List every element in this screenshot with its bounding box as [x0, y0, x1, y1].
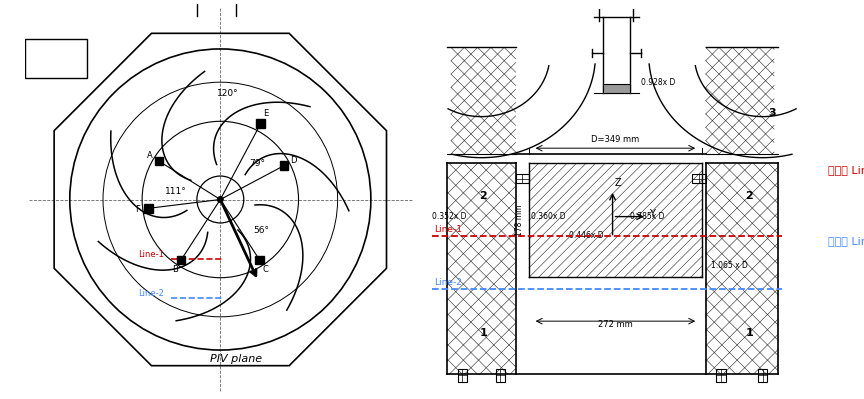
- Bar: [758, 369, 767, 382]
- Bar: [603, 83, 630, 93]
- Bar: [144, 204, 153, 213]
- Circle shape: [217, 196, 224, 203]
- Text: 3: 3: [768, 108, 776, 118]
- Text: C: C: [263, 265, 269, 274]
- Text: 79°: 79°: [250, 159, 265, 168]
- Text: 0.352x D: 0.352x D: [432, 211, 467, 221]
- Text: 120°: 120°: [218, 89, 239, 98]
- Text: A: A: [147, 151, 153, 160]
- Text: Line-1: Line-1: [434, 225, 462, 234]
- Text: 2: 2: [480, 192, 487, 201]
- Text: PIV plane: PIV plane: [210, 354, 262, 364]
- Text: 1: 1: [746, 328, 753, 338]
- Text: 178 mm: 178 mm: [515, 205, 524, 236]
- Bar: [25, 39, 87, 78]
- Text: Y: Y: [650, 209, 655, 219]
- Text: D: D: [290, 156, 297, 165]
- Text: D=349 mm: D=349 mm: [591, 136, 639, 144]
- Text: Line-2: Line-2: [434, 278, 461, 287]
- Text: 272 mm: 272 mm: [598, 320, 632, 329]
- Text: 0.785x D: 0.785x D: [630, 211, 664, 221]
- Text: 56°: 56°: [253, 226, 270, 235]
- Text: 0.360x D: 0.360x D: [530, 211, 565, 221]
- Bar: [280, 161, 289, 170]
- Text: 监测线 Line1: 监测线 Line1: [828, 164, 864, 175]
- Bar: [458, 369, 467, 382]
- Text: Line-1: Line-1: [137, 250, 163, 259]
- Bar: [716, 369, 726, 382]
- Text: 1.065 x D: 1.065 x D: [711, 261, 748, 270]
- Text: B: B: [172, 265, 178, 274]
- Text: F: F: [136, 205, 140, 214]
- Text: 0.446x D: 0.446x D: [569, 231, 603, 239]
- Text: E: E: [264, 109, 269, 119]
- Bar: [692, 174, 706, 184]
- Text: 1: 1: [480, 328, 487, 338]
- Text: 2: 2: [746, 192, 753, 201]
- Bar: [176, 256, 185, 265]
- Bar: [257, 119, 265, 128]
- Bar: [256, 256, 264, 265]
- Bar: [155, 157, 163, 166]
- Bar: [516, 174, 529, 184]
- Text: Z: Z: [614, 178, 621, 188]
- Bar: [496, 369, 505, 382]
- Text: 监测线 Line2: 监测线 Line2: [828, 236, 864, 247]
- Text: 111°: 111°: [164, 187, 187, 196]
- Text: Line-2: Line-2: [137, 289, 163, 298]
- Text: 0.928x D: 0.928x D: [641, 79, 676, 87]
